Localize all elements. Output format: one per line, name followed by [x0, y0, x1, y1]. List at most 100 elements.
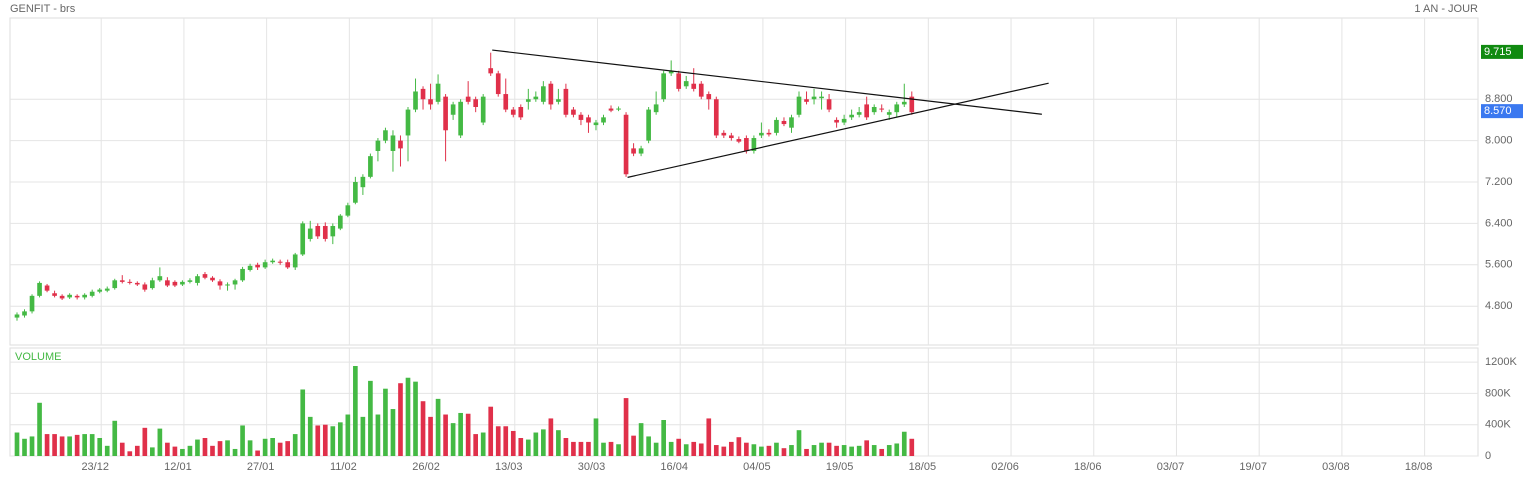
candle-body: [736, 139, 742, 142]
candle-body: [225, 284, 230, 286]
volume-bar: [232, 448, 238, 456]
candle-body: [661, 73, 666, 100]
candle-body: [909, 96, 915, 113]
volume-bar: [375, 414, 381, 456]
volume-bar: [661, 420, 666, 456]
candle-body: [368, 156, 373, 177]
x-tick-label: 02/06: [991, 461, 1019, 473]
volume-bar: [165, 442, 170, 456]
volume-bar: [240, 425, 245, 456]
candle-body: [428, 99, 433, 105]
volume-bar: [225, 440, 230, 456]
volume-bar: [789, 445, 794, 456]
volume-bar: [44, 434, 50, 456]
price-panel: [9, 17, 1479, 346]
candle-body: [728, 135, 734, 139]
x-tick-label: 23/12: [81, 461, 109, 473]
candle-body: [480, 96, 486, 123]
x-tick-label: 19/07: [1239, 461, 1267, 473]
candle-body: [879, 108, 885, 110]
volume-bar: [14, 432, 20, 456]
volume-bar: [67, 436, 72, 456]
candle-body: [759, 132, 764, 136]
volume-bar: [285, 441, 291, 456]
volume-bar: [315, 425, 321, 456]
candle-body: [240, 268, 245, 281]
candle-body: [886, 112, 892, 115]
candle-body: [683, 81, 689, 87]
volume-bar: [691, 441, 697, 456]
candle-body: [894, 104, 900, 113]
y-tick-label: 8.000: [1485, 135, 1513, 147]
candle-body: [180, 281, 185, 285]
candle-body: [804, 99, 809, 102]
x-tick-label: 18/06: [1074, 461, 1102, 473]
candle-body: [202, 274, 208, 278]
candle-body: [383, 130, 388, 141]
candle-body: [142, 284, 148, 290]
y-tick-label: 800K: [1485, 387, 1511, 399]
candle-body: [556, 99, 561, 102]
candle-body: [22, 311, 27, 316]
candle-body: [330, 225, 336, 237]
volume-bar: [150, 447, 155, 456]
candle-body: [134, 282, 140, 285]
candle-body: [503, 94, 509, 110]
price-label-box: [1481, 44, 1523, 59]
volume-bar: [593, 418, 599, 456]
x-tick-label: 18/08: [1405, 461, 1433, 473]
volume-bar: [728, 441, 734, 456]
volume-bar: [834, 445, 839, 456]
volume-bar: [360, 416, 366, 456]
x-tick-label: 26/02: [412, 461, 440, 473]
volume-bar: [292, 434, 298, 456]
candle-body: [593, 122, 599, 126]
volume-bar: [458, 412, 463, 456]
x-tick-label: 13/03: [495, 461, 523, 473]
candle-body: [217, 281, 223, 286]
trend-line: [492, 49, 1042, 115]
x-tick-label: 30/03: [578, 461, 606, 473]
candle-body: [112, 280, 118, 289]
price-label: 8.570: [1484, 105, 1512, 117]
candle-body: [623, 114, 629, 175]
volume-bar: [706, 418, 712, 456]
volume-bar: [450, 423, 456, 456]
volume-bar: [766, 445, 772, 456]
volume-bar: [841, 445, 847, 456]
volume-bar: [383, 388, 388, 456]
volume-bar: [909, 438, 915, 456]
volume-bar: [894, 443, 900, 456]
candle-body: [781, 120, 787, 125]
x-tick-label: 04/05: [743, 461, 771, 473]
volume-bar: [759, 446, 764, 456]
period: 1 AN - JOUR: [1414, 3, 1478, 15]
candle-body: [307, 228, 313, 239]
candle-body: [97, 289, 103, 292]
candle-body: [210, 277, 215, 281]
volume-bar: [721, 446, 727, 456]
candle-body: [488, 68, 494, 74]
volume-bar: [187, 445, 193, 456]
volume-bar: [586, 441, 591, 456]
volume-bar: [300, 389, 306, 456]
volume-bar: [503, 426, 509, 456]
volume-bar: [465, 413, 471, 456]
candle-body: [398, 140, 403, 149]
volume-bar: [390, 409, 396, 456]
volume-bar: [623, 398, 629, 456]
candle-body: [796, 96, 802, 115]
candle-body: [315, 225, 321, 237]
x-tick-label: 18/05: [909, 461, 937, 473]
y-tick-label: 5.600: [1485, 259, 1513, 271]
candle-body: [631, 148, 636, 154]
candle-body: [668, 70, 674, 74]
volume-bar: [683, 444, 689, 456]
candle-body: [165, 280, 170, 286]
volume-bar: [811, 445, 817, 456]
volume-bar: [856, 445, 862, 456]
volume-bar: [849, 446, 854, 456]
volume-bar: [796, 430, 802, 456]
